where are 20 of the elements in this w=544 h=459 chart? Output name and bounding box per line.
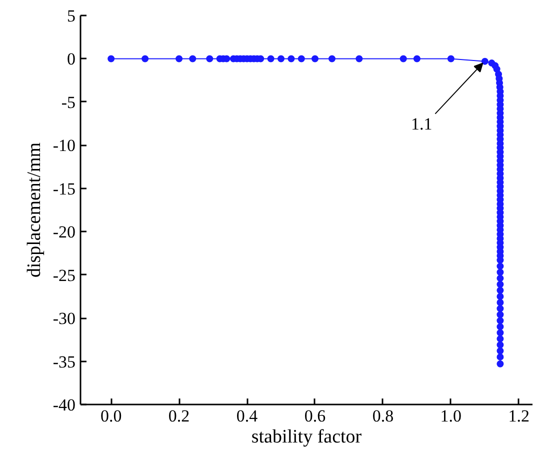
y-tick-label: -10	[52, 136, 76, 156]
y-tick-label: 0	[67, 50, 76, 69]
y-tick-label: 5	[67, 6, 76, 26]
x-tick-label: 1.2	[508, 406, 530, 426]
y-tick-label: -25	[52, 266, 76, 285]
y-tick-label: -30	[52, 309, 76, 328]
x-tick-label: 0.2	[168, 406, 190, 426]
annotation: 1.1	[411, 114, 432, 134]
x-tick-label: 0.6	[304, 406, 326, 426]
x-tick-label: 0.8	[372, 406, 394, 426]
x-tick-label: 0.0	[100, 406, 122, 426]
y-tick-label: -40	[52, 396, 76, 414]
x-tick-label: 1.0	[440, 406, 462, 426]
y-axis-title: displacement/mm	[24, 142, 45, 278]
y-tick-label: -15	[52, 179, 76, 198]
x-tick-label: 0.4	[236, 406, 258, 426]
x-axis-title: stability factor	[251, 426, 362, 448]
y-tick-label: -35	[52, 352, 76, 372]
y-tick-label: -5	[61, 92, 76, 112]
y-tick-label: -20	[52, 222, 76, 242]
